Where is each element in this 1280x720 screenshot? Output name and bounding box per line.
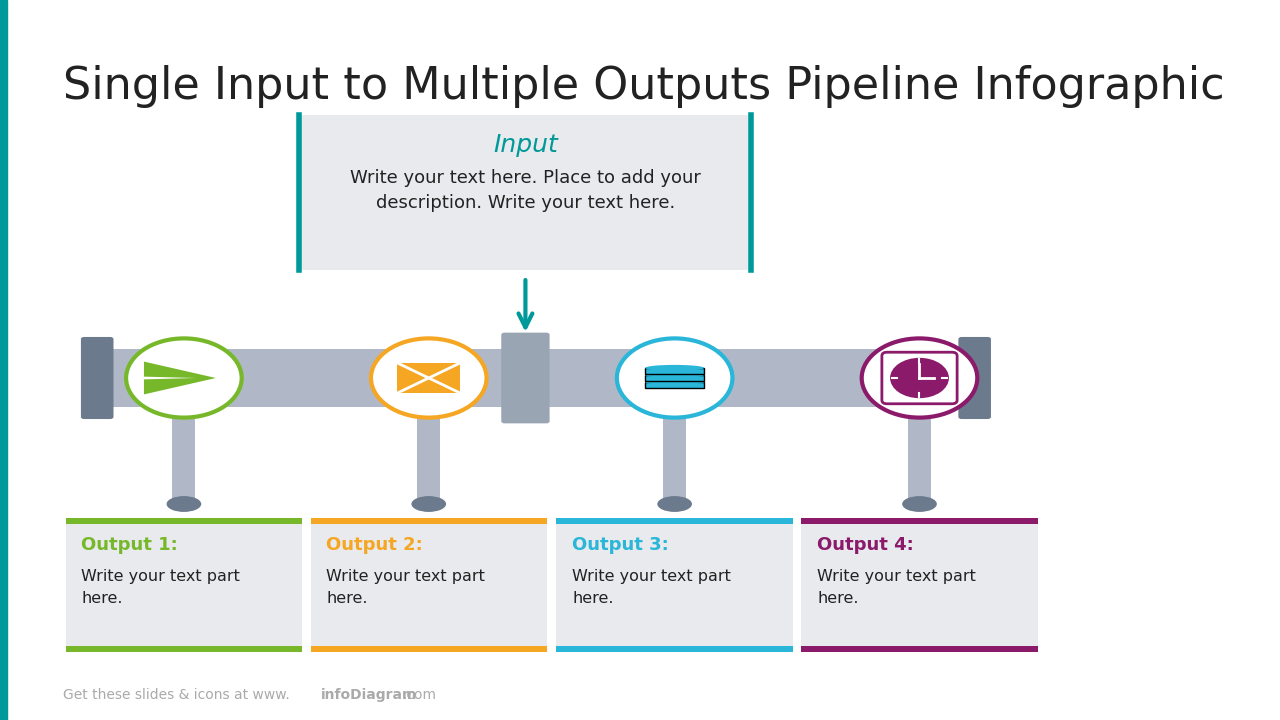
FancyBboxPatch shape (65, 518, 302, 524)
FancyBboxPatch shape (81, 337, 114, 419)
Ellipse shape (411, 496, 447, 512)
Text: Write your text part
here.: Write your text part here. (326, 569, 485, 606)
Circle shape (890, 358, 948, 398)
Text: .com: .com (402, 688, 436, 702)
Text: Output 3:: Output 3: (572, 536, 669, 554)
FancyBboxPatch shape (557, 518, 792, 524)
FancyBboxPatch shape (311, 518, 547, 652)
FancyBboxPatch shape (801, 518, 1038, 652)
Text: Output 1:: Output 1: (82, 536, 178, 554)
Polygon shape (143, 361, 216, 395)
Text: Output 4:: Output 4: (817, 536, 914, 554)
FancyBboxPatch shape (502, 333, 549, 423)
FancyBboxPatch shape (417, 407, 440, 504)
FancyBboxPatch shape (311, 646, 547, 652)
FancyBboxPatch shape (173, 407, 196, 504)
FancyBboxPatch shape (300, 115, 751, 270)
FancyBboxPatch shape (65, 646, 302, 652)
Text: Write your text here. Place to add your
description. Write your text here.: Write your text here. Place to add your … (349, 169, 701, 212)
FancyBboxPatch shape (311, 518, 547, 524)
FancyBboxPatch shape (65, 518, 302, 652)
Circle shape (127, 338, 242, 418)
Text: Write your text part
here.: Write your text part here. (817, 569, 975, 606)
Text: Write your text part
here.: Write your text part here. (82, 569, 241, 606)
FancyBboxPatch shape (908, 407, 931, 504)
Ellipse shape (902, 496, 937, 512)
Circle shape (617, 338, 732, 418)
FancyBboxPatch shape (84, 349, 988, 407)
Text: Write your text part
here.: Write your text part here. (572, 569, 731, 606)
Ellipse shape (166, 496, 201, 512)
Ellipse shape (645, 372, 704, 378)
FancyBboxPatch shape (557, 646, 792, 652)
Bar (0, 0, 8, 720)
FancyBboxPatch shape (645, 382, 704, 388)
Ellipse shape (645, 379, 704, 385)
Text: infoDiagram: infoDiagram (320, 688, 417, 702)
FancyBboxPatch shape (645, 375, 704, 381)
Text: Single Input to Multiple Outputs Pipeline Infographic: Single Input to Multiple Outputs Pipelin… (63, 65, 1225, 108)
FancyBboxPatch shape (645, 368, 704, 374)
Ellipse shape (658, 496, 692, 512)
FancyBboxPatch shape (397, 363, 461, 393)
Ellipse shape (645, 365, 704, 371)
FancyBboxPatch shape (557, 518, 792, 652)
Circle shape (861, 338, 978, 418)
Text: Input: Input (493, 133, 558, 157)
Circle shape (371, 338, 486, 418)
Text: Get these slides & icons at www.: Get these slides & icons at www. (63, 688, 289, 702)
Polygon shape (143, 377, 196, 379)
FancyBboxPatch shape (801, 646, 1038, 652)
Text: Output 2:: Output 2: (326, 536, 424, 554)
FancyBboxPatch shape (663, 407, 686, 504)
FancyBboxPatch shape (959, 337, 991, 419)
FancyBboxPatch shape (801, 518, 1038, 524)
